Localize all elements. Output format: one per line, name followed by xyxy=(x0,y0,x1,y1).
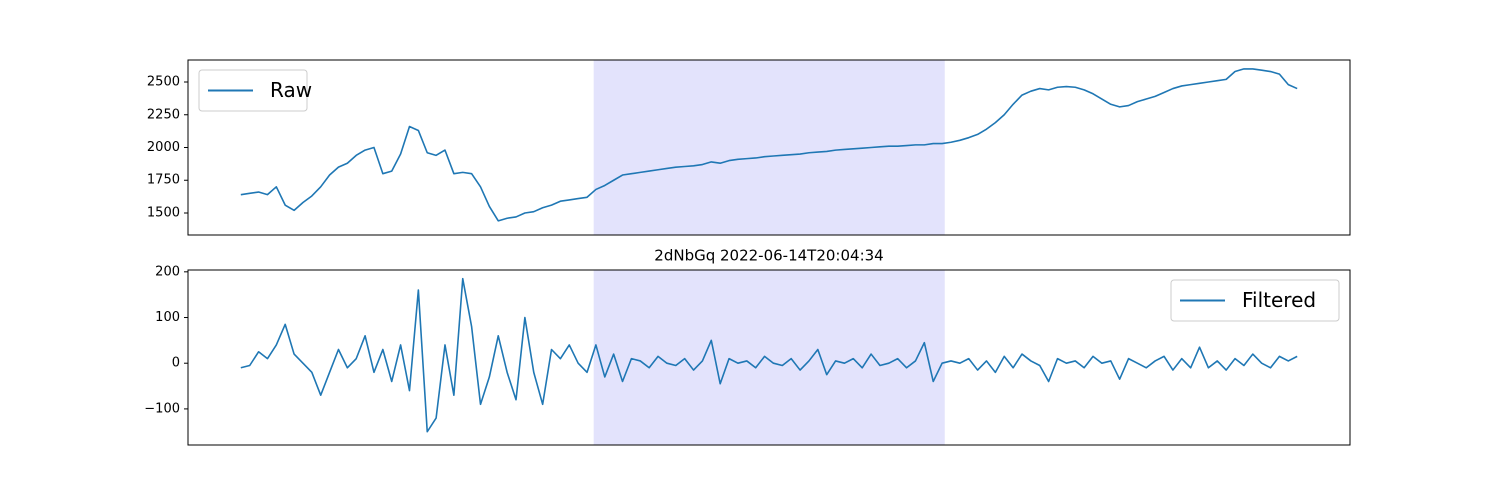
subplot-title: 2dNbGq 2022-06-14T20:04:34 xyxy=(654,247,883,265)
legend-box xyxy=(1170,279,1340,322)
axes-frame xyxy=(187,269,1351,446)
axes-frame xyxy=(187,59,1351,236)
subplot: −100 0 100 200 2dNbGq 2022-06-14T20:04:34 Fil… xyxy=(144,247,1351,446)
y-tick-label: 1500 xyxy=(147,205,180,220)
legend-label: Filtered xyxy=(1242,288,1316,312)
legend: Filtered xyxy=(1170,279,1340,322)
subplot: 1500 1750 2000 2250 2500 Raw xyxy=(147,59,1351,236)
y-tick-label: −100 xyxy=(144,401,180,416)
y-tick-label: 100 xyxy=(155,310,180,325)
legend: Raw xyxy=(198,69,312,112)
data-line xyxy=(240,277,1298,433)
y-tick-label: 2500 xyxy=(147,75,180,90)
legend-label: Raw xyxy=(270,78,312,102)
y-tick-label: 1750 xyxy=(147,173,180,188)
y-tick-label: 0 xyxy=(172,356,180,371)
y-tick-label: 2000 xyxy=(147,140,180,155)
highlight-span xyxy=(593,270,945,445)
highlight-span xyxy=(593,60,945,235)
y-tick-label: 200 xyxy=(155,264,180,279)
y-tick-label: 2250 xyxy=(147,107,180,122)
data-line xyxy=(240,68,1298,222)
